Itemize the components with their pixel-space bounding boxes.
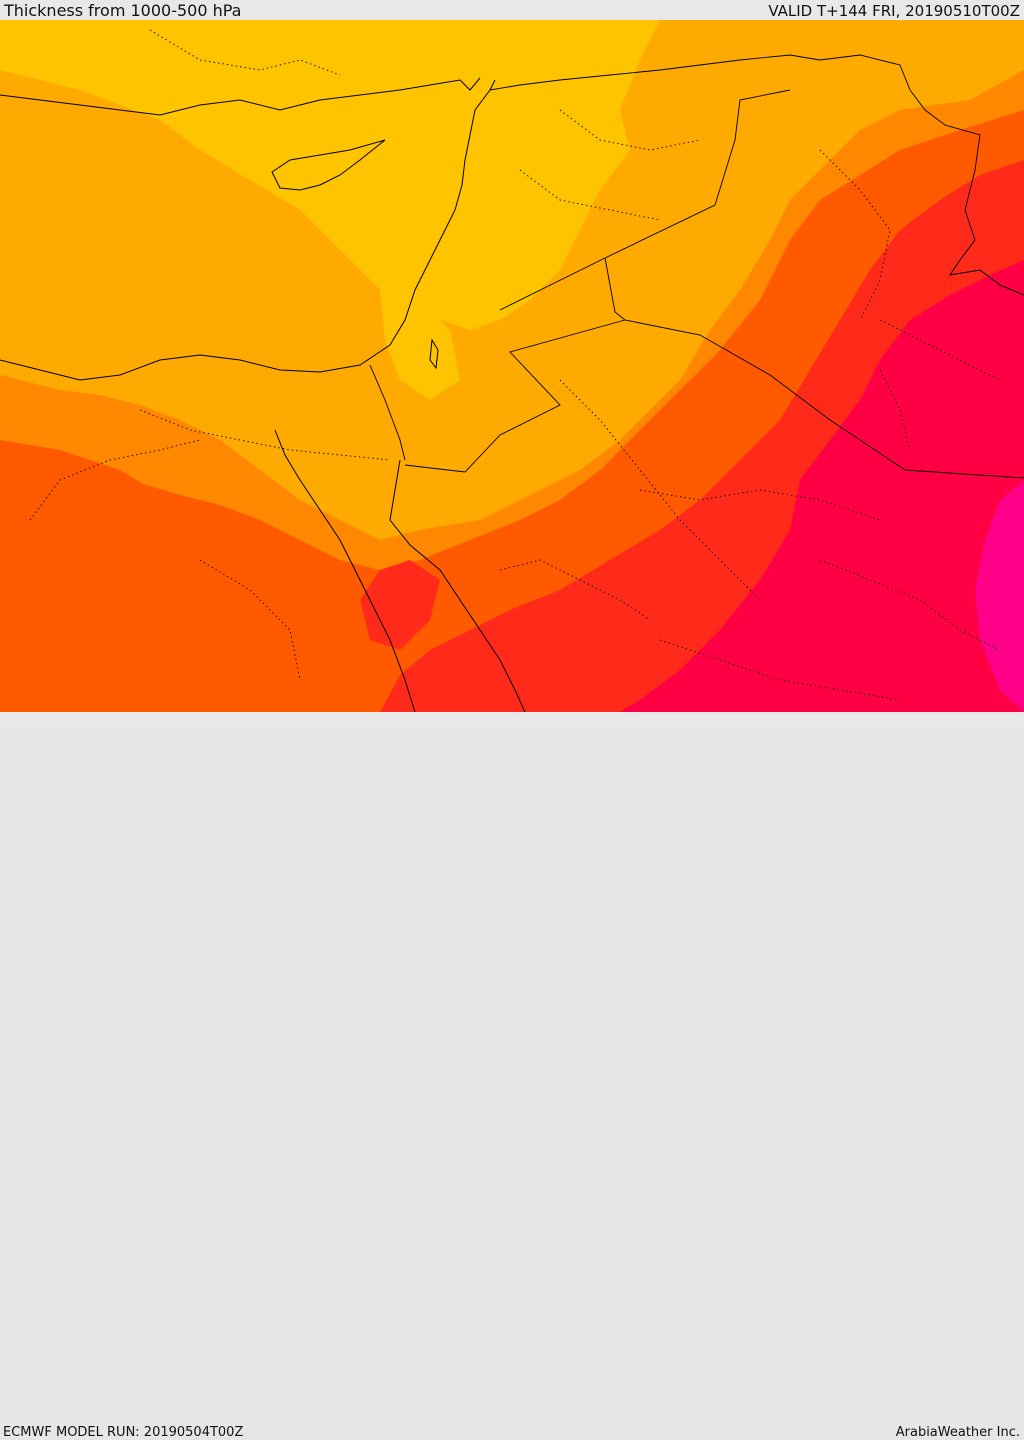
dead-sea [429, 338, 439, 370]
jordan-syria-iraq [499, 89, 791, 311]
admin-borders [29, 29, 1001, 701]
saudi-iraq-border [604, 257, 1024, 479]
jordan-saudi-border [404, 319, 626, 473]
header-bar: Thickness from 1000-500 hPa VALID T+144 … [0, 0, 1024, 20]
map-title: Thickness from 1000-500 hPa [4, 1, 242, 20]
mediterranean-coast [0, 79, 496, 381]
band-5b [360, 560, 440, 650]
syria-turkey-border [489, 54, 911, 91]
turkey-coast [0, 77, 481, 116]
band-2b [0, 200, 330, 370]
band-4b [0, 440, 200, 560]
persian-gulf [948, 239, 1024, 296]
egypt-israel-border [369, 364, 406, 461]
band-7 [975, 480, 1024, 712]
footer-bar: ECMWF MODEL RUN: 20190504T00Z ArabiaWeat… [0, 712, 1024, 1440]
country-borders [369, 54, 1024, 479]
thickness-map [0, 20, 1024, 712]
valid-time: VALID T+144 FRI, 20190510T00Z [768, 2, 1020, 20]
credit-label: ArabiaWeather Inc. [895, 1425, 1020, 1440]
iran-iraq-border [909, 89, 981, 241]
cyprus [271, 139, 386, 191]
model-run-label: ECMWF MODEL RUN: 20190504T00Z [3, 1425, 244, 1440]
band-6 [620, 260, 1024, 712]
red-sea-east [389, 459, 526, 712]
coastlines [0, 77, 1024, 712]
band-1 [0, 20, 660, 330]
band-1b [380, 290, 460, 400]
red-sea-gulf-suez [274, 429, 416, 712]
